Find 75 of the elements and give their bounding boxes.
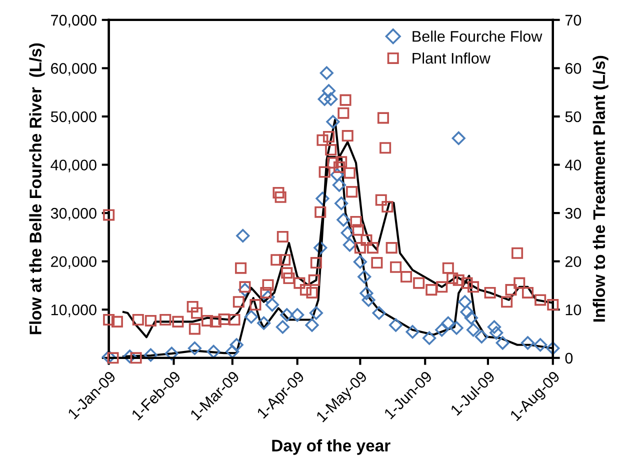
point	[330, 168, 344, 182]
point	[422, 331, 436, 345]
y2-tick-label: 60	[565, 63, 582, 74]
point	[353, 255, 367, 269]
y-tick-label: 60,000	[51, 63, 96, 76]
point	[490, 326, 504, 340]
legend-label: Belle Fourche Flow	[412, 30, 542, 42]
y-tick-label: 40,000	[50, 160, 96, 172]
point	[362, 293, 376, 307]
point	[336, 213, 350, 227]
point	[342, 238, 357, 252]
x-axis-title: Day of the year	[272, 439, 390, 455]
point	[320, 66, 334, 80]
point	[309, 306, 323, 320]
y-tick-label: 30,000	[50, 208, 96, 221]
y-axis-title: Flow at the Belle Fourche River (L/s)	[29, 43, 45, 334]
point	[164, 346, 178, 360]
point	[546, 341, 560, 356]
point	[466, 323, 480, 337]
point	[244, 310, 258, 324]
y-tick-label: 70,000	[51, 14, 96, 28]
point	[360, 286, 374, 300]
point	[464, 311, 478, 325]
point	[458, 295, 472, 309]
y-tick-label: 50,000	[50, 111, 96, 124]
point	[290, 308, 304, 322]
point	[102, 350, 116, 364]
point	[324, 92, 338, 106]
point	[487, 320, 502, 334]
point	[340, 226, 354, 240]
y2-axis-title: Inflow to the Treatment Plant (L/s)	[592, 56, 608, 322]
y-tick-label: 10,000	[51, 304, 96, 318]
point	[144, 348, 158, 362]
point	[358, 270, 372, 284]
y-tick-label: 20,000	[51, 256, 96, 269]
point	[261, 290, 275, 304]
y2-tick-label: 70	[565, 14, 582, 26]
point	[316, 192, 330, 206]
point	[122, 350, 137, 364]
point	[460, 305, 474, 319]
point	[305, 318, 319, 332]
point	[496, 336, 510, 350]
y2-tick-label: 0	[565, 352, 573, 364]
point	[452, 131, 466, 146]
y2-tick-label: 30	[565, 208, 582, 219]
point	[265, 298, 279, 312]
point	[276, 320, 290, 334]
point	[206, 344, 220, 358]
point	[188, 341, 202, 356]
point	[332, 178, 346, 192]
point	[474, 330, 488, 344]
point	[435, 323, 449, 337]
point	[334, 196, 348, 210]
y2-tick-label: 10	[566, 304, 582, 316]
point	[388, 318, 403, 332]
point	[226, 344, 240, 358]
point	[520, 336, 535, 350]
point	[318, 92, 332, 106]
point	[238, 283, 252, 297]
y2-tick-label: 40	[565, 160, 582, 170]
point	[372, 306, 386, 320]
point	[236, 228, 250, 243]
point	[280, 308, 294, 322]
point	[441, 316, 455, 330]
point	[322, 84, 336, 98]
legend-label: Plant Inflow	[412, 52, 490, 64]
point	[326, 114, 340, 129]
point	[406, 325, 420, 339]
point	[257, 316, 271, 330]
point	[230, 338, 244, 352]
point	[534, 338, 548, 352]
y2-tick-label: 50	[565, 111, 582, 122]
point	[450, 321, 464, 335]
y2-tick-label: 20	[565, 256, 582, 268]
point	[314, 241, 328, 255]
